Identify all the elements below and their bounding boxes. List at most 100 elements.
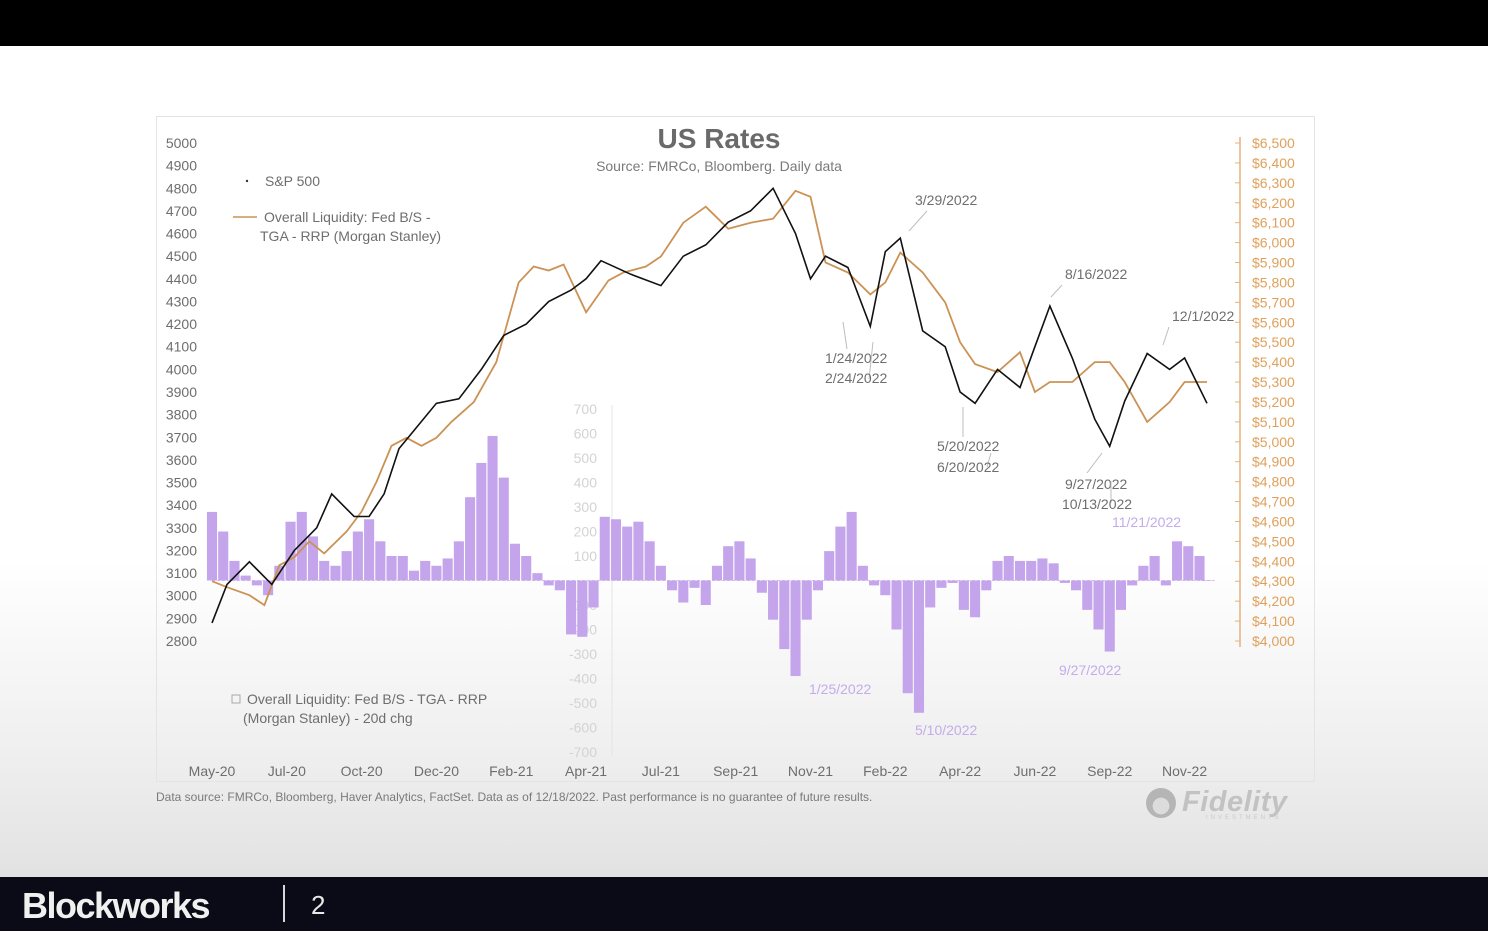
x-axis-tick-label: Sep-22 [1087,763,1132,779]
fidelity-logo-word: Fidelity [1182,786,1288,818]
left-axis-tick-label: 4400 [166,271,197,287]
liquidity-change-bar [880,580,891,596]
bar-axis-tick-label: 400 [574,475,598,491]
annotation-leader [1162,326,1170,346]
liquidity-change-bar [319,560,330,581]
liquidity-change-bar [341,551,352,581]
liquidity-change-bar [947,580,958,583]
right-axis-tick-label: $6,200 [1252,195,1295,211]
liquidity-change-bar [1172,541,1183,581]
left-axis-tick-label: 3100 [166,565,197,581]
liquidity-line [211,189,1207,607]
legend-sp500-marker [245,179,249,183]
liquidity-change-bar [1026,560,1037,581]
left-axis-tick-label: 4600 [166,226,197,242]
legend-liquidity-label-1: Overall Liquidity: Fed B/S - [264,209,431,225]
bar-axis-tick-label: -500 [569,695,597,711]
liquidity-change-bar [442,558,453,581]
x-axis-tick-label: Jul-20 [268,763,306,779]
right-axis-tick-label: $4,400 [1252,553,1295,569]
liquidity-change-bar [970,580,981,618]
x-axis-tick-label: Nov-22 [1162,763,1207,779]
liquidity-change-bar [1014,560,1026,581]
liquidity-change-bar [734,541,745,581]
liquidity-change-bar [869,580,880,586]
left-axis-tick-label: 3300 [166,520,197,536]
liquidity-change-bar [1138,565,1149,581]
liquidity-change-bar [723,546,734,581]
liquidity-change-bar [532,573,543,581]
liquidity-change-bar [667,580,678,591]
liquidity-change-bar [1003,556,1014,581]
liquidity-change-bar [599,516,610,581]
liquidity-change-bar [925,580,936,608]
liquidity-change-bar [902,580,913,694]
divider [283,885,285,922]
left-axis-tick-label: 2900 [166,610,197,626]
bar-axis-tick-label: 300 [574,499,598,515]
left-axis-tick-label: 4700 [166,203,197,219]
liquidity-change-bar [790,580,801,677]
liquidity-change-bar [846,511,857,581]
liquidity-change-bar [644,541,655,581]
annotation-label: 9/27/2022 [1065,476,1127,492]
right-axis-tick-label: $5,500 [1252,334,1295,350]
left-axis-tick-label: 3000 [166,588,197,604]
liquidity-change-bar [981,580,992,591]
liquidity-change-bar [689,580,700,588]
page-number: 2 [311,890,326,920]
left-axis-tick-label: 4800 [166,180,197,196]
liquidity-change-bar [958,580,969,610]
x-axis-tick-label: Jul-21 [642,763,680,779]
liquidity-change-bar [812,580,824,591]
left-axis-tick-label: 4200 [166,316,197,332]
chart-frame: US Rates Source: FMRCo, Bloomberg. Daily … [156,116,1315,782]
liquidity-change-bar [1037,558,1048,581]
sp500-line [211,186,1208,624]
chart-subtitle: Source: FMRCo, Bloomberg. Daily data [596,158,842,174]
bar-annotation-label: 11/21/2022 [1112,514,1181,530]
right-axis-tick-label: $4,800 [1252,474,1295,490]
right-axis-tick-label: $6,400 [1252,155,1295,171]
annotation-label: 1/24/2022 [825,350,887,366]
liquidity-change-bar [375,541,386,581]
right-axis-tick-label: $4,200 [1252,593,1295,609]
liquidity-change-bar [891,580,902,630]
right-axis-tick-label: $6,100 [1252,215,1295,231]
liquidity-change-bar [420,560,431,581]
liquidity-change-bar [655,565,666,581]
annotation-label: 6/20/2022 [937,459,999,475]
liquidity-change-bar [857,565,868,581]
liquidity-change-bar [1104,580,1115,652]
liquidity-change-bar [263,580,274,596]
liquidity-change-bar [936,580,947,588]
fidelity-logo-icon [1146,788,1176,818]
annotation-leader [868,341,874,380]
liquidity-change-bar [206,511,218,581]
liquidity-change-bar [1149,556,1160,581]
annotation-label: 5/20/2022 [937,438,999,454]
left-axis-tick-label: 3500 [166,475,197,491]
annotation-leader [842,321,848,350]
x-axis-tick-label: Oct-20 [341,763,383,779]
left-axis-tick-label: 2800 [166,633,197,649]
liquidity-change-bar [1127,580,1138,586]
bar-axis-tick-label: 700 [574,401,598,417]
liquidity-change-bar [711,565,723,581]
liquidity-change-bar [330,565,341,581]
presentation-bar: Blockworks 2 [0,877,1488,931]
annotation-leader [986,452,992,468]
x-axis-tick-label: Sep-21 [713,763,758,779]
liquidity-change-bar [756,580,767,593]
liquidity-change-bar [521,556,532,581]
annotation-label: 12/1/2022 [1172,308,1234,324]
liquidity-change-bar [1048,563,1059,581]
annotation-label: 8/16/2022 [1065,266,1127,282]
liquidity-change-bar [622,526,633,581]
annotation-label: 3/29/2022 [915,192,977,208]
bar-axis-tick-label: -600 [569,720,597,736]
liquidity-change-bar [285,521,296,581]
x-axis-tick-label: Apr-21 [565,763,607,779]
liquidity-change-bar [610,519,622,581]
legend-change-label-1: Overall Liquidity: Fed B/S - TGA - RRP [247,691,487,707]
